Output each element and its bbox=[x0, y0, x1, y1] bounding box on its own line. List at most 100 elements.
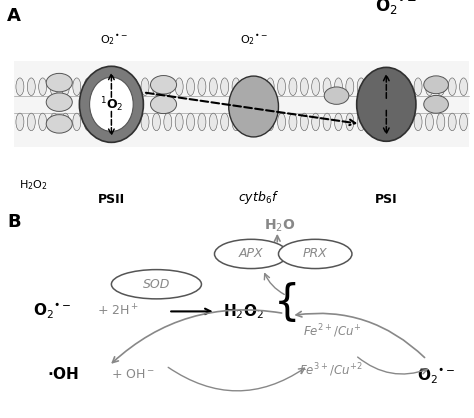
Ellipse shape bbox=[255, 113, 263, 131]
Ellipse shape bbox=[151, 76, 176, 94]
Text: A: A bbox=[7, 7, 21, 25]
Ellipse shape bbox=[16, 78, 24, 96]
Ellipse shape bbox=[214, 239, 288, 269]
Ellipse shape bbox=[198, 113, 206, 131]
Text: H$_2$O$_2$: H$_2$O$_2$ bbox=[19, 178, 48, 192]
Text: {: { bbox=[273, 282, 300, 324]
Ellipse shape bbox=[118, 113, 126, 131]
Ellipse shape bbox=[84, 113, 92, 131]
Ellipse shape bbox=[175, 78, 183, 96]
Ellipse shape bbox=[323, 78, 331, 96]
Ellipse shape bbox=[279, 239, 352, 269]
Ellipse shape bbox=[130, 113, 137, 131]
Ellipse shape bbox=[198, 78, 206, 96]
Ellipse shape bbox=[380, 113, 388, 131]
Text: APX: APX bbox=[239, 247, 264, 260]
Ellipse shape bbox=[335, 78, 342, 96]
Ellipse shape bbox=[460, 113, 467, 131]
Ellipse shape bbox=[39, 78, 46, 96]
Ellipse shape bbox=[221, 78, 228, 96]
Ellipse shape bbox=[255, 78, 263, 96]
Text: $\mathbf{\cdot}$OH: $\mathbf{\cdot}$OH bbox=[47, 366, 80, 382]
Ellipse shape bbox=[369, 78, 376, 96]
Ellipse shape bbox=[448, 113, 456, 131]
Ellipse shape bbox=[164, 78, 172, 96]
Ellipse shape bbox=[16, 113, 24, 131]
Ellipse shape bbox=[392, 78, 399, 96]
Ellipse shape bbox=[424, 76, 448, 94]
Ellipse shape bbox=[426, 78, 433, 96]
Ellipse shape bbox=[50, 113, 58, 131]
Ellipse shape bbox=[187, 78, 194, 96]
Text: + OH$^-$: + OH$^-$ bbox=[111, 367, 155, 381]
Ellipse shape bbox=[312, 78, 319, 96]
Ellipse shape bbox=[73, 113, 81, 131]
Text: O$_2$$^{•-}$: O$_2$$^{•-}$ bbox=[240, 32, 267, 47]
Ellipse shape bbox=[426, 113, 433, 131]
Ellipse shape bbox=[437, 113, 445, 131]
Ellipse shape bbox=[141, 78, 149, 96]
Ellipse shape bbox=[153, 78, 160, 96]
Ellipse shape bbox=[107, 113, 115, 131]
Text: PSI: PSI bbox=[375, 194, 398, 206]
Ellipse shape bbox=[96, 113, 103, 131]
Ellipse shape bbox=[266, 113, 274, 131]
Ellipse shape bbox=[244, 78, 251, 96]
Ellipse shape bbox=[107, 78, 115, 96]
Ellipse shape bbox=[369, 113, 376, 131]
Text: $^{1}$O$_2$: $^{1}$O$_2$ bbox=[100, 95, 123, 114]
Ellipse shape bbox=[380, 78, 388, 96]
Text: $Fe^{2+}/Cu^{+}$: $Fe^{2+}/Cu^{+}$ bbox=[303, 322, 362, 340]
Text: SOD: SOD bbox=[143, 278, 170, 291]
Ellipse shape bbox=[175, 113, 183, 131]
Ellipse shape bbox=[244, 113, 251, 131]
Ellipse shape bbox=[324, 87, 349, 104]
Ellipse shape bbox=[210, 78, 217, 96]
Ellipse shape bbox=[414, 78, 422, 96]
Ellipse shape bbox=[357, 78, 365, 96]
Ellipse shape bbox=[335, 113, 342, 131]
Ellipse shape bbox=[27, 113, 35, 131]
Ellipse shape bbox=[96, 78, 103, 96]
Text: O$_2$$^{•-}$: O$_2$$^{•-}$ bbox=[100, 32, 128, 47]
Ellipse shape bbox=[356, 67, 416, 141]
Ellipse shape bbox=[73, 78, 81, 96]
Ellipse shape bbox=[164, 113, 172, 131]
Ellipse shape bbox=[414, 113, 422, 131]
Ellipse shape bbox=[130, 78, 137, 96]
Ellipse shape bbox=[46, 115, 72, 133]
Ellipse shape bbox=[50, 78, 58, 96]
Ellipse shape bbox=[312, 113, 319, 131]
Ellipse shape bbox=[301, 78, 308, 96]
Ellipse shape bbox=[151, 95, 176, 114]
Ellipse shape bbox=[84, 78, 92, 96]
Ellipse shape bbox=[460, 78, 467, 96]
Ellipse shape bbox=[346, 78, 354, 96]
Ellipse shape bbox=[323, 113, 331, 131]
Ellipse shape bbox=[210, 113, 217, 131]
Ellipse shape bbox=[46, 74, 72, 92]
Ellipse shape bbox=[403, 78, 410, 96]
Ellipse shape bbox=[228, 76, 279, 137]
Text: cyt$b_6$$f$: cyt$b_6$$f$ bbox=[238, 189, 279, 206]
Ellipse shape bbox=[346, 113, 354, 131]
Text: PSII: PSII bbox=[98, 194, 125, 206]
Ellipse shape bbox=[187, 113, 194, 131]
Ellipse shape bbox=[437, 78, 445, 96]
Ellipse shape bbox=[39, 113, 46, 131]
Ellipse shape bbox=[232, 113, 240, 131]
Ellipse shape bbox=[221, 113, 228, 131]
Ellipse shape bbox=[289, 113, 297, 131]
Ellipse shape bbox=[111, 270, 201, 299]
Text: O$_2$$^{•-}$: O$_2$$^{•-}$ bbox=[375, 0, 417, 18]
Text: $Fe^{3+}/Cu^{+2}$: $Fe^{3+}/Cu^{+2}$ bbox=[299, 361, 362, 379]
Text: + 2H$^+$: + 2H$^+$ bbox=[97, 304, 139, 319]
Text: O$_2$$^{•-}$: O$_2$$^{•-}$ bbox=[33, 302, 72, 321]
Text: H$_2$O: H$_2$O bbox=[264, 217, 295, 234]
Text: O$_2$$^{•-}$: O$_2$$^{•-}$ bbox=[417, 367, 456, 386]
Ellipse shape bbox=[278, 113, 285, 131]
Ellipse shape bbox=[289, 78, 297, 96]
Text: B: B bbox=[7, 213, 21, 231]
Ellipse shape bbox=[357, 113, 365, 131]
Ellipse shape bbox=[118, 78, 126, 96]
